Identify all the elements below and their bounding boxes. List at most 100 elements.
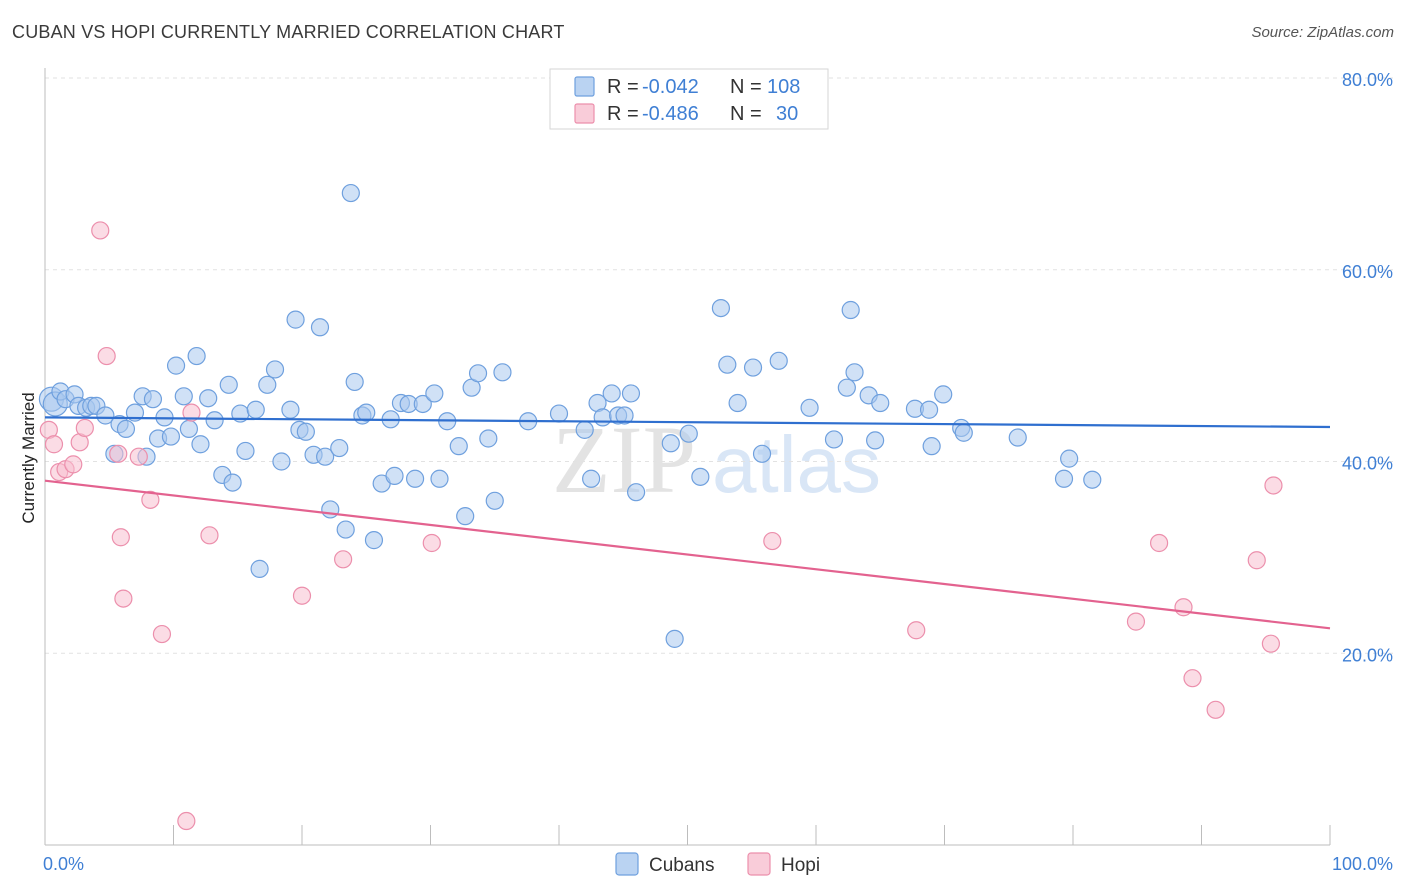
cuban-point bbox=[310, 318, 330, 337]
hopi-point bbox=[200, 526, 219, 545]
cuban-point bbox=[1083, 470, 1102, 489]
cuban-point bbox=[871, 393, 890, 413]
hopi-point bbox=[141, 490, 160, 509]
cuban-point bbox=[143, 390, 163, 409]
axes bbox=[44, 68, 1331, 846]
cuban-point bbox=[357, 403, 376, 422]
hopi-point bbox=[111, 528, 130, 547]
cuban-point bbox=[179, 419, 199, 439]
cuban-point bbox=[413, 394, 432, 414]
hopi-point bbox=[152, 624, 172, 644]
cuban-point bbox=[425, 384, 444, 403]
cuban-point bbox=[769, 351, 788, 370]
cuban-point bbox=[626, 483, 646, 502]
hopi-point bbox=[75, 418, 94, 438]
cuban-point bbox=[223, 473, 242, 492]
hopi-point bbox=[97, 346, 116, 366]
bottom-legend-swatch-hopi bbox=[747, 852, 771, 876]
hopi-point bbox=[292, 586, 312, 605]
cuban-point bbox=[272, 452, 291, 471]
y-tick-label-60: 60.0% bbox=[1342, 262, 1393, 282]
cuban-point bbox=[281, 400, 300, 419]
cuban-point bbox=[236, 441, 255, 461]
cuban-point bbox=[345, 372, 364, 392]
cuban-point bbox=[661, 434, 680, 453]
cuban-point bbox=[1054, 469, 1074, 488]
cuban-point bbox=[174, 387, 193, 406]
cuban-point bbox=[336, 520, 355, 539]
series-legend: Cubans Hopi bbox=[615, 852, 820, 876]
cuban-point bbox=[116, 419, 136, 439]
hopi-point bbox=[64, 455, 83, 474]
legend-r-label-hopi: R = bbox=[607, 103, 639, 125]
cuban-point bbox=[330, 438, 349, 458]
bottom-legend-swatch-cubans bbox=[615, 852, 639, 876]
chart-source: Source: ZipAtlas.com bbox=[1251, 24, 1394, 41]
cuban-point bbox=[296, 422, 315, 441]
cuban-point bbox=[621, 384, 641, 403]
bottom-legend-label-hopi: Hopi bbox=[781, 855, 820, 876]
cuban-point bbox=[582, 469, 601, 488]
bottom-legend-label-cubans: Cubans bbox=[649, 855, 715, 876]
hopi-point bbox=[1247, 551, 1266, 570]
hopi-point bbox=[114, 589, 133, 608]
legend-swatch-cubans bbox=[574, 76, 595, 97]
cuban-point bbox=[456, 507, 475, 526]
cuban-point bbox=[286, 310, 305, 329]
legend-r-value-hopi: -0.486 bbox=[642, 103, 699, 125]
hopi-point bbox=[1149, 533, 1169, 553]
cuban-point bbox=[430, 469, 449, 488]
cuban-point bbox=[205, 411, 224, 430]
cuban-point bbox=[1060, 449, 1079, 468]
cuban-point bbox=[341, 183, 360, 203]
cuban-point bbox=[316, 447, 335, 466]
hopi-point bbox=[1183, 669, 1202, 688]
cuban-point bbox=[845, 363, 864, 382]
legend-swatch-hopi bbox=[574, 103, 595, 124]
cuban-point bbox=[364, 531, 384, 550]
cuban-point bbox=[691, 467, 710, 486]
tick-labels: 20.0% 40.0% 60.0% 80.0% 0.0% 100.0% bbox=[43, 70, 1393, 874]
cuban-point bbox=[485, 491, 504, 510]
hopi-point bbox=[1126, 612, 1146, 631]
legend-r-value-cubans: -0.042 bbox=[642, 76, 699, 98]
cuban-point bbox=[166, 356, 186, 375]
cuban-point bbox=[191, 435, 210, 454]
hopi-trend-line bbox=[44, 479, 1331, 630]
cuban-point bbox=[385, 466, 404, 485]
cuban-point bbox=[1008, 428, 1027, 447]
cuban-point bbox=[96, 406, 115, 425]
cuban-point bbox=[265, 360, 285, 379]
cuban-point bbox=[449, 437, 468, 456]
hopi-point bbox=[907, 621, 926, 640]
cuban-point bbox=[321, 500, 340, 519]
cuban-point bbox=[954, 423, 973, 442]
cuban-point bbox=[743, 358, 763, 377]
legend-n-value-hopi: 30 bbox=[776, 103, 798, 125]
cuban-point bbox=[711, 299, 731, 318]
cuban-point bbox=[575, 420, 594, 439]
trend-lines bbox=[44, 416, 1331, 630]
cuban-point bbox=[665, 629, 684, 648]
cuban-point bbox=[602, 384, 621, 403]
cuban-trend-line bbox=[44, 416, 1331, 429]
cuban-point bbox=[479, 429, 498, 448]
data-points bbox=[38, 183, 1283, 831]
cuban-point bbox=[187, 346, 206, 366]
y-tick-label-20: 20.0% bbox=[1342, 645, 1393, 665]
hopi-point bbox=[422, 533, 441, 553]
x-tick-label-start: 0.0% bbox=[43, 854, 84, 874]
hopi-point bbox=[91, 221, 110, 240]
cuban-point bbox=[593, 408, 612, 427]
x-tick-label-end: 100.0% bbox=[1332, 854, 1393, 874]
cuban-point bbox=[615, 406, 634, 425]
cuban-point bbox=[824, 430, 844, 449]
cuban-point bbox=[922, 437, 941, 456]
hopi-point bbox=[177, 811, 196, 831]
cuban-point bbox=[246, 400, 265, 419]
hopi-point bbox=[129, 447, 148, 466]
cuban-point bbox=[866, 431, 885, 450]
cuban-point bbox=[405, 469, 425, 488]
cuban-point bbox=[125, 403, 145, 422]
cuban-point bbox=[161, 427, 181, 446]
